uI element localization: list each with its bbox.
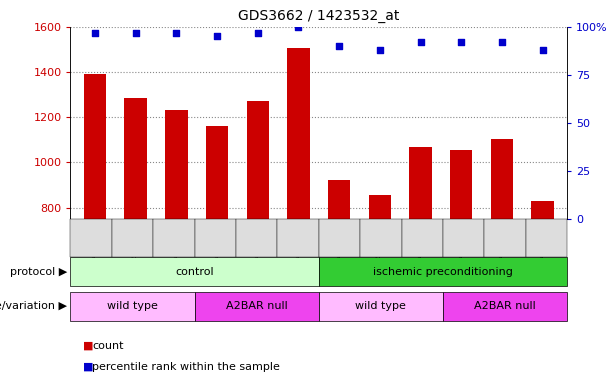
Text: genotype/variation ▶: genotype/variation ▶	[0, 301, 67, 311]
Text: ischemic preconditioning: ischemic preconditioning	[373, 266, 513, 277]
Bar	[277, 219, 319, 257]
Point	[375, 47, 385, 53]
Point	[131, 30, 140, 36]
Point	[212, 33, 222, 40]
Bar	[287, 48, 310, 219]
Bar	[368, 195, 391, 219]
Bar	[195, 219, 236, 257]
Bar	[491, 139, 513, 219]
Bar	[328, 180, 350, 219]
Text: wild type: wild type	[356, 301, 406, 311]
Point	[172, 30, 181, 36]
Bar	[195, 292, 319, 321]
Point	[294, 24, 303, 30]
Point	[253, 30, 262, 36]
Text: A2BAR null: A2BAR null	[474, 301, 536, 311]
Bar	[70, 219, 112, 257]
Point	[497, 39, 507, 45]
Point	[538, 47, 547, 53]
Bar	[153, 219, 195, 257]
Bar	[450, 151, 473, 219]
Bar	[112, 219, 153, 257]
Bar	[319, 292, 443, 321]
Text: control: control	[175, 266, 214, 277]
Bar	[319, 219, 360, 257]
Bar	[70, 257, 319, 286]
Text: ■: ■	[83, 341, 93, 351]
Bar	[360, 219, 402, 257]
Point	[334, 43, 344, 49]
Text: percentile rank within the sample: percentile rank within the sample	[92, 362, 280, 372]
Bar	[443, 292, 567, 321]
Point	[456, 39, 466, 45]
Bar	[319, 257, 567, 286]
Bar	[124, 98, 147, 219]
Text: A2BAR null: A2BAR null	[226, 301, 287, 311]
Point	[416, 39, 425, 45]
Text: protocol ▶: protocol ▶	[10, 266, 67, 277]
Bar	[484, 219, 526, 257]
Text: count: count	[92, 341, 123, 351]
Bar	[165, 111, 188, 219]
Bar	[526, 219, 567, 257]
Title: GDS3662 / 1423532_at: GDS3662 / 1423532_at	[238, 9, 400, 23]
Bar	[409, 147, 432, 219]
Bar	[531, 201, 554, 219]
Text: wild type: wild type	[107, 301, 158, 311]
Bar	[206, 126, 228, 219]
Bar	[236, 219, 277, 257]
Bar	[246, 101, 269, 219]
Bar	[443, 219, 484, 257]
Point	[90, 30, 100, 36]
Bar	[70, 292, 195, 321]
Bar	[402, 219, 443, 257]
Text: ■: ■	[83, 362, 93, 372]
Bar	[84, 74, 106, 219]
